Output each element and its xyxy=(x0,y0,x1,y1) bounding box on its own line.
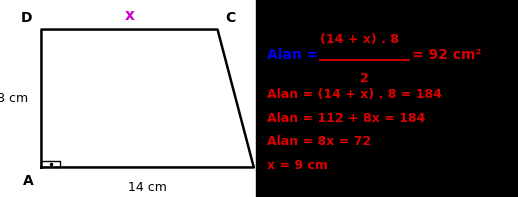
Text: Alan = 112 + 8x = 184: Alan = 112 + 8x = 184 xyxy=(267,112,425,125)
Text: = 92 cm²: = 92 cm² xyxy=(412,48,481,62)
Text: D: D xyxy=(21,11,33,25)
Text: Alan =: Alan = xyxy=(267,48,318,62)
Text: C: C xyxy=(225,11,236,25)
Text: x: x xyxy=(124,8,135,23)
Text: B: B xyxy=(260,174,270,188)
Text: (14 + x) . 8: (14 + x) . 8 xyxy=(320,33,398,46)
Text: 2: 2 xyxy=(360,72,369,85)
Text: Alan = 8x = 72: Alan = 8x = 72 xyxy=(267,135,371,148)
Bar xyxy=(256,0,518,197)
Text: 14 cm: 14 cm xyxy=(128,181,167,194)
Bar xyxy=(41,161,60,167)
Text: A: A xyxy=(23,174,34,188)
Text: x = 9 cm: x = 9 cm xyxy=(267,159,328,172)
Text: Alan = (14 + x) . 8 = 184: Alan = (14 + x) . 8 = 184 xyxy=(267,88,442,101)
Text: 8 cm: 8 cm xyxy=(0,92,28,105)
